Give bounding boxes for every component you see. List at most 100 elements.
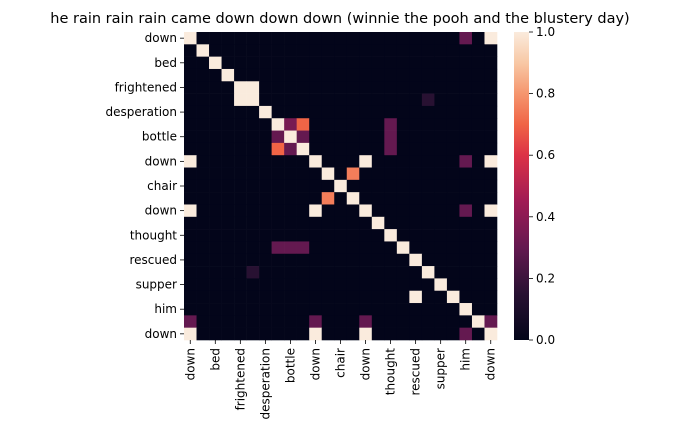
heatmap-cell: [371, 241, 385, 255]
heatmap-cell: [396, 93, 410, 107]
heatmap-cell: [259, 327, 272, 341]
heatmap-cell: [484, 93, 498, 107]
heatmap-cell: [459, 118, 473, 131]
heatmap-cell: [334, 192, 348, 205]
heatmap-cell: [334, 142, 348, 156]
heatmap-cell: [371, 278, 385, 292]
heatmap-cell: [284, 266, 297, 279]
heatmap-cell: [259, 44, 272, 57]
heatmap-cell: [484, 315, 498, 328]
heatmap-cell: [484, 290, 498, 304]
heatmap-cell: [371, 155, 385, 168]
heatmap-cell: [296, 303, 310, 316]
heatmap-cell: [484, 81, 498, 94]
heatmap-cell: [259, 241, 272, 255]
heatmap-cells: [184, 32, 498, 341]
heatmap-cell: [196, 192, 210, 205]
heatmap-cell: [434, 118, 448, 131]
heatmap-cell: [246, 44, 260, 57]
heatmap-cell: [459, 229, 473, 242]
heatmap-cell: [184, 81, 197, 94]
y-tick-label: down: [145, 31, 177, 45]
heatmap-cell: [221, 253, 235, 267]
heatmap-cell: [409, 44, 423, 57]
heatmap-cell: [221, 303, 235, 316]
heatmap-cell: [296, 290, 310, 304]
heatmap-cell: [196, 155, 210, 168]
heatmap-cell: [471, 327, 485, 341]
heatmap-cell: [309, 229, 323, 242]
heatmap-cell: [396, 167, 410, 181]
heatmap-cell: [409, 290, 423, 304]
heatmap-cell: [384, 216, 398, 230]
heatmap-cell: [209, 216, 222, 230]
heatmap-cell: [284, 327, 297, 341]
heatmap-cell: [271, 204, 285, 218]
heatmap-cell: [221, 327, 235, 341]
x-tick-label: down: [359, 348, 373, 380]
heatmap-cell: [371, 315, 385, 328]
heatmap-cell: [459, 155, 473, 168]
heatmap-cell: [209, 32, 222, 45]
heatmap-cell: [309, 278, 323, 292]
heatmap-cell: [196, 142, 210, 156]
heatmap-cell: [421, 303, 435, 316]
heatmap-cell: [246, 105, 260, 119]
heatmap-cell: [471, 303, 485, 316]
heatmap-cell: [459, 44, 473, 57]
heatmap-cell: [271, 32, 285, 45]
heatmap-cell: [221, 155, 235, 168]
heatmap-cell: [371, 105, 385, 119]
heatmap-cell: [484, 142, 498, 156]
heatmap-cell: [446, 204, 460, 218]
heatmap-cell: [284, 315, 297, 328]
heatmap-cell: [459, 130, 473, 144]
heatmap-cell: [446, 278, 460, 292]
heatmap-cell: [434, 130, 448, 144]
heatmap-cell: [271, 105, 285, 119]
heatmap-cell: [221, 32, 235, 45]
heatmap-cell: [421, 204, 435, 218]
heatmap-cell: [234, 155, 247, 168]
heatmap-cell: [359, 167, 373, 181]
heatmap-cell: [446, 327, 460, 341]
heatmap-cell: [246, 56, 260, 70]
heatmap-cell: [321, 167, 335, 181]
x-tick-label: bottle: [283, 348, 297, 383]
heatmap-cell: [246, 278, 260, 292]
heatmap-cell: [196, 68, 210, 82]
heatmap-cell: [459, 56, 473, 70]
heatmap-cell: [271, 192, 285, 205]
heatmap-cell: [209, 179, 222, 193]
y-tick-label: down: [145, 327, 177, 341]
heatmap-cell: [259, 130, 272, 144]
heatmap-cell: [409, 327, 423, 341]
y-tick-label: down: [145, 154, 177, 168]
heatmap-cell: [371, 68, 385, 82]
heatmap-cell: [184, 278, 197, 292]
heatmap-cell: [234, 229, 247, 242]
heatmap-cell: [409, 303, 423, 316]
heatmap-cell: [209, 81, 222, 94]
heatmap-cell: [221, 315, 235, 328]
heatmap-cell: [246, 229, 260, 242]
heatmap-cell: [284, 303, 297, 316]
heatmap-cell: [334, 290, 348, 304]
heatmap-cell: [346, 216, 360, 230]
heatmap-cell: [446, 32, 460, 45]
heatmap-cell: [471, 266, 485, 279]
heatmap-cell: [359, 241, 373, 255]
heatmap-cell: [409, 32, 423, 45]
heatmap-cell: [321, 253, 335, 267]
heatmap-cell: [196, 179, 210, 193]
heatmap-cell: [446, 155, 460, 168]
x-tick-label: down: [308, 348, 322, 380]
heatmap-cell: [321, 216, 335, 230]
heatmap-cell: [196, 303, 210, 316]
heatmap-cell: [296, 155, 310, 168]
heatmap-cell: [334, 68, 348, 82]
heatmap-cell: [384, 253, 398, 267]
heatmap-cell: [196, 130, 210, 144]
heatmap-cell: [384, 278, 398, 292]
heatmap-cell: [271, 253, 285, 267]
